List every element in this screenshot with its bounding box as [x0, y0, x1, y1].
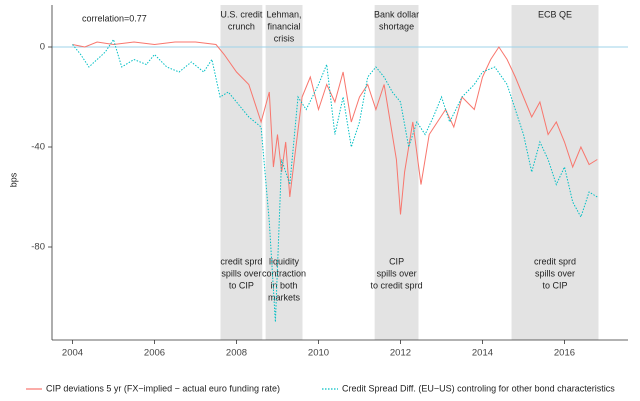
x-tick-label: 2008	[226, 348, 247, 359]
y-tick-label: 0	[40, 42, 45, 53]
region-label: ECB QE	[538, 9, 572, 19]
region-label: financial	[268, 21, 301, 31]
x-tick-label: 2004	[62, 348, 83, 359]
region-note: contraction	[262, 268, 306, 278]
legend-label: CIP deviations 5 yr (FX−implied − actual…	[46, 383, 280, 393]
annotation: correlation=0.77	[82, 13, 147, 23]
region-label: shortage	[379, 21, 414, 31]
region-label: Lehman,	[267, 9, 302, 19]
legend-label: Credit Spread Diff. (EU−US) controling f…	[342, 383, 615, 393]
region-label: crisis	[274, 33, 295, 43]
x-tick-label: 2012	[390, 348, 411, 359]
y-tick-label: -40	[31, 142, 45, 153]
series-line	[72, 38, 598, 323]
y-axis-label: bps	[8, 172, 18, 187]
shaded-region	[220, 5, 263, 340]
series-line	[72, 41, 598, 215]
x-tick-label: 2016	[554, 348, 575, 359]
y-tick-label: -80	[31, 242, 45, 253]
region-note: credit sprd	[534, 256, 576, 266]
region-note: to CIP	[229, 280, 254, 290]
region-note: in both	[271, 280, 298, 290]
region-note: spills over	[377, 268, 417, 278]
shaded-region	[511, 5, 599, 340]
shaded-region	[374, 5, 419, 340]
region-note: spills over	[221, 268, 261, 278]
x-tick-label: 2014	[472, 348, 493, 359]
region-note: spills over	[535, 268, 575, 278]
region-label: Bank dollar	[374, 9, 419, 19]
region-label: U.S. credit	[220, 9, 263, 19]
region-note: to CIP	[543, 280, 568, 290]
region-label: crunch	[228, 21, 255, 31]
x-tick-label: 2006	[144, 348, 165, 359]
region-note: CIP	[389, 256, 404, 266]
region-note: markets	[268, 292, 301, 302]
region-note: to credit sprd	[371, 280, 423, 290]
shaded-region	[265, 5, 303, 340]
x-tick-label: 2010	[308, 348, 329, 359]
region-note: liquidity	[269, 256, 300, 266]
region-note: credit sprd	[220, 256, 262, 266]
